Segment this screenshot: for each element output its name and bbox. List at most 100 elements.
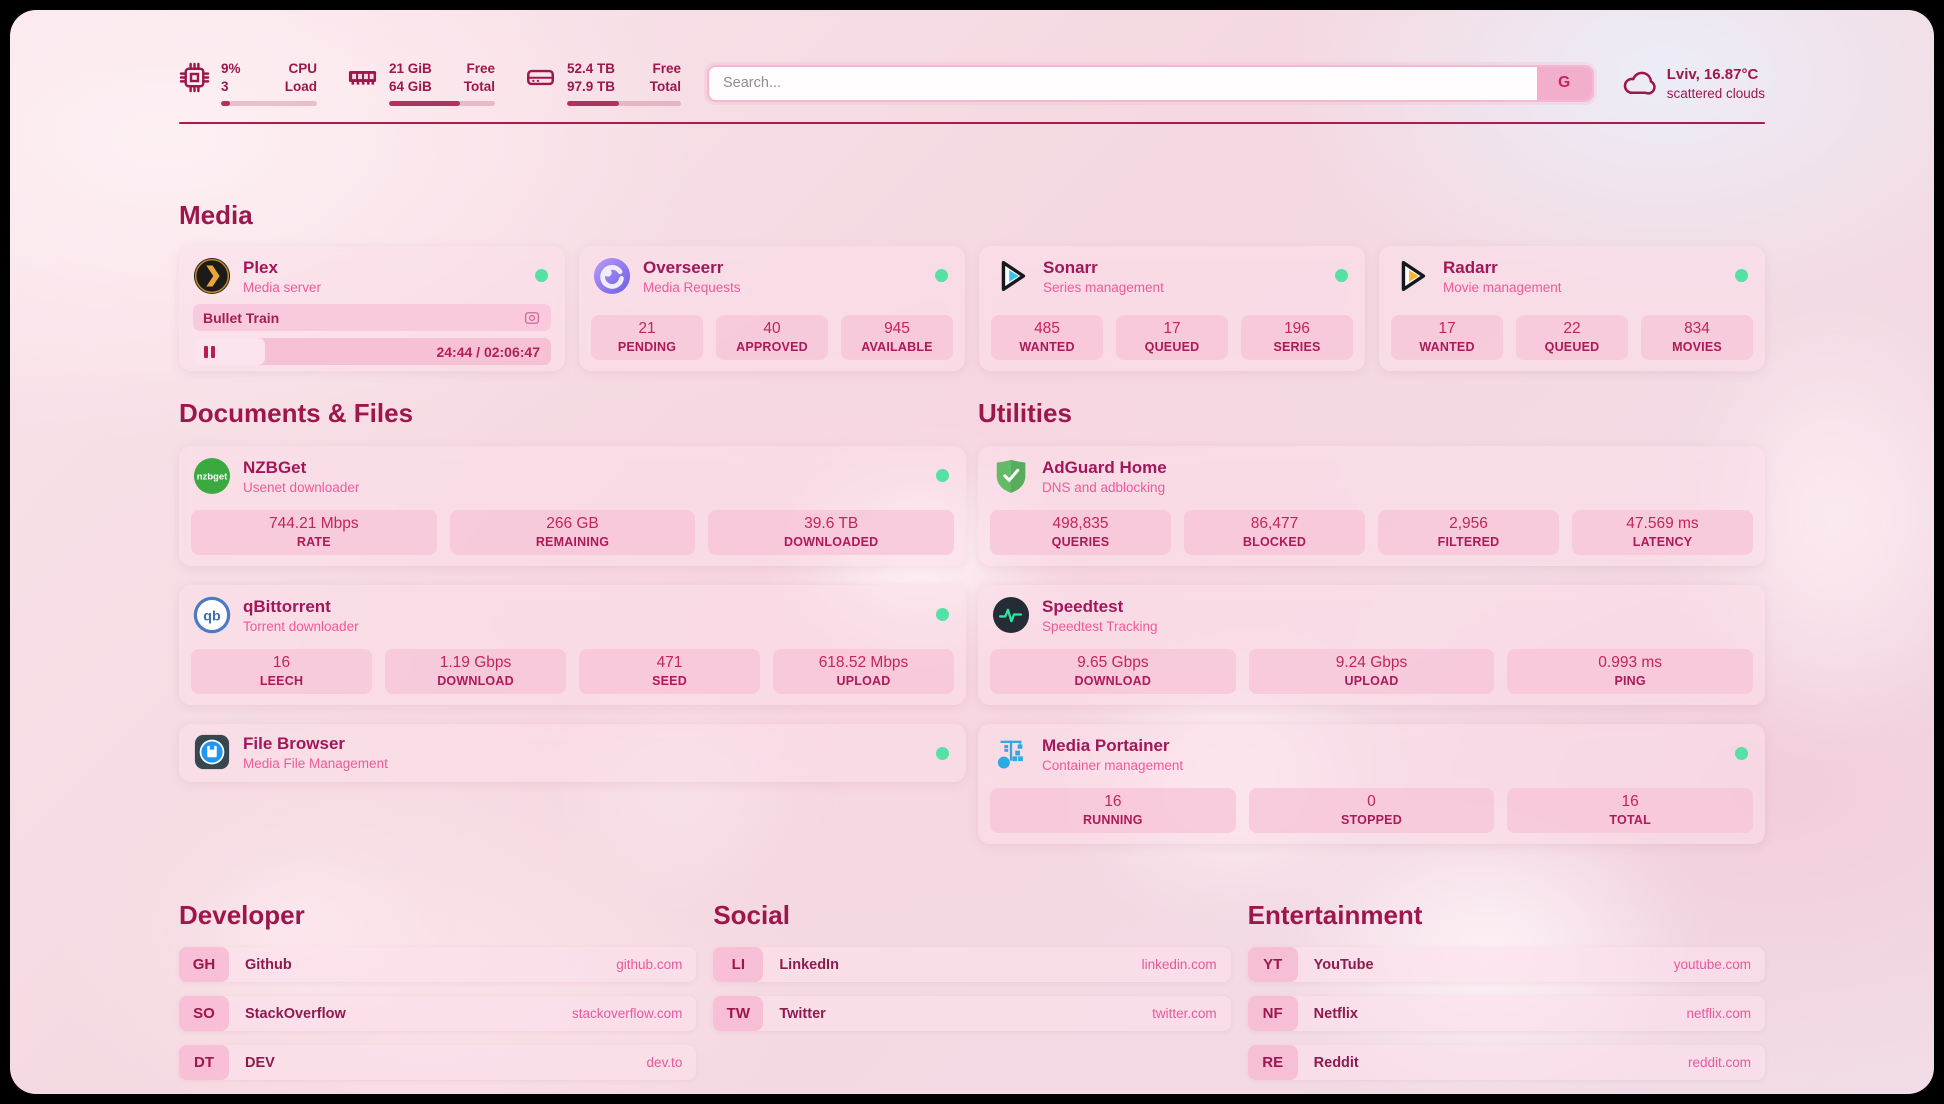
stat-latency: 47.569 ms LATENCY [1572,510,1753,555]
app-card-filebrowser[interactable]: File Browser Media File Management [179,724,966,782]
cpu-icon [179,63,210,93]
section-title-media: Media [179,200,253,230]
weather-widget: Lviv, 16.87°C scattered clouds [1620,65,1765,101]
search-input[interactable] [709,66,1537,100]
disk-widget: 52.4 TB 97.9 TB Free Total [525,60,681,106]
now-playing-row: Bullet Train [193,304,551,331]
bookmark-name: Reddit [1313,1054,1359,1071]
section-title-documents: Documents & Files [179,398,414,428]
cpu-widget: 9% 3 CPU Load [179,60,317,106]
bookmark-stackoverflow[interactable]: SO StackOverflow stackoverflow.com [179,996,697,1031]
search-provider-button[interactable]: G [1536,66,1592,100]
status-online-dot [935,269,948,282]
stat-seed: 471 SEED [579,649,760,694]
memory-progress-bar [389,100,495,106]
bookmarks-developer: Developer GH Github github.com SO StackO… [179,900,697,1080]
app-name: Overseerr [643,257,724,277]
stat-ping: 0.993 ms PING [1507,649,1753,694]
bookmark-linkedin[interactable]: LI LinkedIn linkedin.com [713,947,1231,982]
stat-queued: 17 QUEUED [1116,315,1228,360]
section-title-social: Social [713,900,790,930]
app-card-speedtest[interactable]: Speedtest Speedtest Tracking 9.65 Gbps DO… [978,585,1765,705]
disk-progress-bar [567,100,681,106]
bookmark-name: Github [245,956,292,973]
app-description: Torrent downloader [243,618,359,634]
app-card-plex[interactable]: Plex Media server Bullet Train 24:44 / 0 [179,246,565,371]
app-card-adguard[interactable]: AdGuard Home DNS and adblocking 498,835 Q… [978,446,1765,566]
svg-text:nzbget: nzbget [197,471,228,482]
stat-running: 16 RUNNING [990,788,1236,833]
adguard-icon [992,457,1030,495]
dashboard-background: 9% 3 CPU Load [10,10,1934,1094]
app-description: Usenet downloader [243,479,360,495]
app-card-sonarr[interactable]: Sonarr Series management 485 WANTED 17 QUE… [979,246,1365,371]
status-online-dot [1335,269,1348,282]
bookmark-abbr: SO [179,996,229,1031]
filebrowser-icon [193,733,231,771]
stat-upload: 618.52 Mbps UPLOAD [773,649,954,694]
memory-icon [348,71,377,86]
status-online-dot [936,746,949,760]
app-description: DNS and adblocking [1042,479,1166,495]
cpu-value: 9% [221,61,241,77]
disk-label: Free [652,61,681,77]
now-playing-title: Bullet Train [203,309,280,326]
cloud-icon [1623,71,1656,95]
disk-label2: Total [649,79,681,94]
portainer-icon [992,735,1030,773]
bookmark-youtube[interactable]: YT YouTube youtube.com [1247,947,1765,982]
search-bar: G [707,64,1594,102]
bookmark-url: netflix.com [1686,1006,1751,1021]
bookmark-url: twitter.com [1152,1006,1217,1021]
stat-wanted: 485 WANTED [991,315,1103,360]
bookmark-github[interactable]: GH Github github.com [179,947,697,982]
bookmarks-social: Social LI LinkedIn linkedin.com TW Twitt… [713,900,1231,1080]
bookmark-name: StackOverflow [245,1005,346,1022]
app-card-portainer[interactable]: Media Portainer Container management 16 R… [978,724,1765,844]
video-icon [524,311,540,324]
cpu-progress-bar [221,100,317,106]
app-card-overseerr[interactable]: Overseerr Media Requests 21 PENDING 40 APP… [579,246,965,371]
memory-widget: 21 GiB 64 GiB Free Total [347,60,495,106]
stat-rate: 744.21 Mbps RATE [191,510,437,555]
status-online-dot [1735,269,1748,282]
stat-total: 16 TOTAL [1507,788,1753,833]
bookmark-name: LinkedIn [779,956,839,973]
bookmark-abbr: RE [1247,1045,1298,1080]
app-name: Radarr [1443,257,1498,277]
disk-free: 52.4 TB [567,61,616,77]
section-title-entertainment: Entertainment [1247,900,1423,930]
app-card-nzbget[interactable]: nzbget NZBGet Usenet downloader 744.21 M… [179,446,966,566]
bookmark-netflix[interactable]: NF Netflix netflix.com [1247,996,1765,1031]
app-card-radarr[interactable]: Radarr Movie management 17 WANTED 22 QUEUE… [1379,246,1765,371]
plex-icon [193,257,231,295]
stat-available: 945 AVAILABLE [841,315,953,360]
status-online-dot [936,608,949,621]
app-name: Speedtest [1042,596,1124,616]
bookmark-abbr: DT [179,1045,229,1080]
radarr-icon [1393,257,1431,295]
stat-wanted: 17 WANTED [1391,315,1503,360]
bookmark-reddit[interactable]: RE Reddit reddit.com [1247,1045,1765,1080]
bookmark-twitter[interactable]: TW Twitter twitter.com [713,996,1231,1031]
bookmark-dev[interactable]: DT DEV dev.to [179,1045,697,1080]
bookmark-url: stackoverflow.com [572,1006,683,1021]
system-stats: 9% 3 CPU Load [179,60,681,106]
svg-text:qb: qb [203,609,221,625]
memory-label2: Total [463,79,495,94]
bookmark-abbr: GH [179,947,229,982]
utilities-column: Utilities [978,398,1765,844]
disk-icon [527,70,554,86]
app-card-qbittorrent[interactable]: qb qBittorrent Torrent downloader 16 LEEC… [179,585,966,705]
app-description: Speedtest Tracking [1042,618,1158,634]
playback-progress-row: 24:44 / 02:06:47 [193,338,551,365]
cpu-sub: 3 [221,79,229,94]
qbittorrent-icon: qb [193,596,231,634]
app-description: Movie management [1443,279,1562,295]
bookmark-url: youtube.com [1673,957,1751,972]
bookmark-name: DEV [245,1054,275,1071]
app-description: Media Requests [643,279,741,295]
stat-queries: 498,835 QUERIES [990,510,1171,555]
stat-remaining: 266 GB REMAINING [449,510,696,555]
